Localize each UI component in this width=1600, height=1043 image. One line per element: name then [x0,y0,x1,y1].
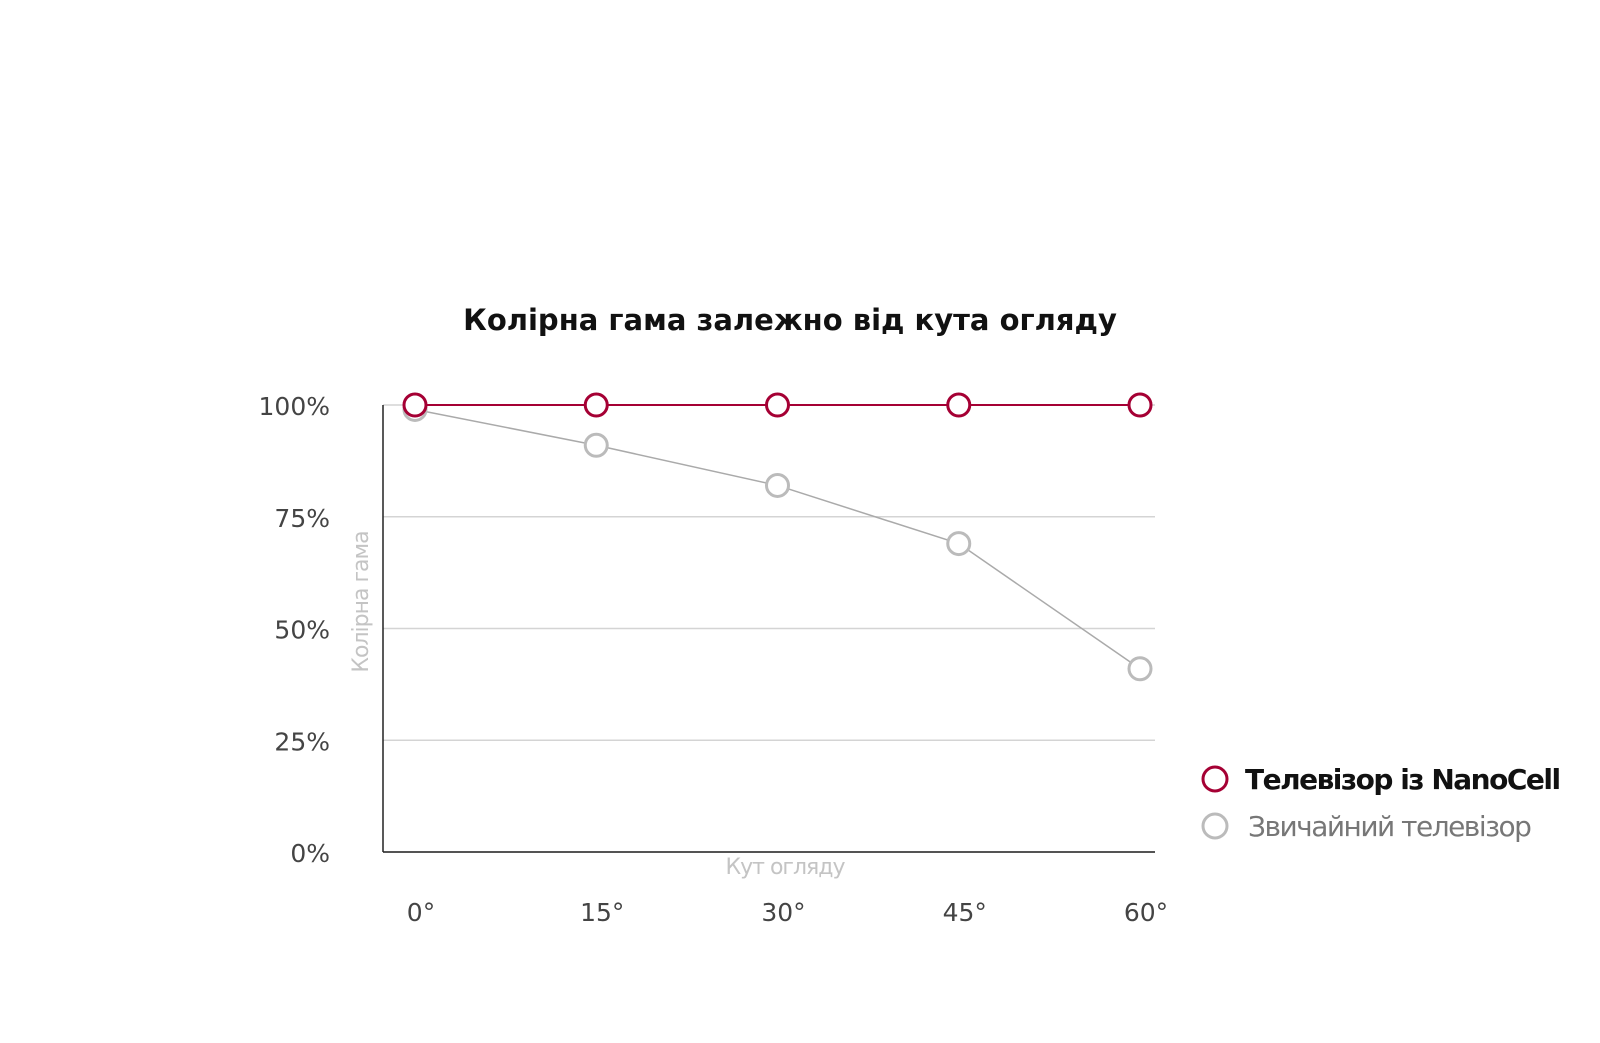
y-tick-label: 75% [274,504,330,533]
legend-marker [1201,765,1229,793]
legend-label: Звичайний телевізор [1248,810,1531,843]
series-line [414,408,1141,670]
point-marker [765,472,790,498]
y-tick-label: 100% [259,392,330,421]
y-tick-label: 0% [290,839,330,868]
x-tick-label: 60° [1124,898,1168,927]
x-tick-label: 0° [407,898,435,927]
point-marker [946,392,972,418]
point-marker [1127,392,1153,418]
x-axis-label: Кут огляду [726,855,846,880]
y-tick-label: 50% [274,616,330,645]
x-tick-label: 30° [761,898,805,927]
point-marker [583,432,609,458]
legend-marker [1201,812,1229,840]
y-axis-label: Колірна гама [349,531,374,672]
point-marker [946,531,972,557]
point-marker [583,392,609,418]
x-tick-label: 15° [580,898,624,927]
point-marker [765,392,790,418]
chart-title: Колірна гама залежно від кута огляду [463,303,1117,337]
legend-label: Телевізор із NanoCell [1245,763,1560,796]
point-marker [402,392,428,418]
point-marker [1127,656,1153,682]
y-tick-label: 25% [274,727,330,756]
x-tick-label: 45° [943,898,987,927]
